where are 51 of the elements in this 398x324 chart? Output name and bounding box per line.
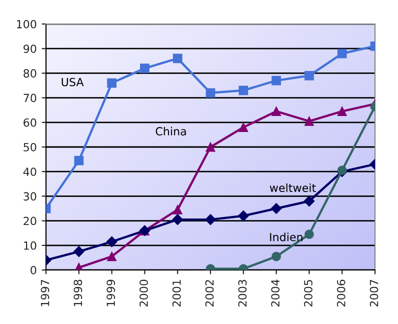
text: China — [156, 126, 186, 136]
point — [238, 122, 248, 132]
text: USA — [62, 78, 84, 86]
point — [304, 70, 314, 80]
y-tick-label: 100 — [16, 20, 36, 28]
point — [238, 86, 248, 96]
point — [140, 64, 150, 73]
point — [172, 214, 184, 225]
x-tick-label: 1999 — [106, 280, 116, 306]
point — [206, 88, 216, 98]
x-tick-label: 2003 — [238, 280, 247, 306]
y-tick-label: 10 — [24, 241, 36, 250]
point — [74, 156, 84, 166]
point — [106, 236, 118, 248]
y-tick-label: 0 — [30, 266, 36, 274]
x-tick-label: 2001 — [172, 280, 181, 306]
point — [304, 116, 314, 126]
series-label: weltweit — [270, 183, 316, 192]
point — [272, 106, 281, 116]
point — [238, 210, 249, 222]
point — [107, 78, 116, 88]
point — [304, 230, 314, 240]
point — [172, 54, 182, 64]
y-tick-label: 40 — [23, 168, 36, 176]
y-tick-label: 20 — [24, 216, 36, 226]
x-tick-label: 2000 — [140, 280, 148, 306]
series-label: Indien — [270, 232, 302, 242]
y-tick-label: 50 — [24, 142, 36, 152]
point — [337, 106, 347, 116]
point — [73, 246, 84, 257]
y-tick-label: 30 — [24, 192, 36, 201]
x-tick-label: 1997 — [40, 280, 50, 306]
x-tick-label: 2006 — [336, 280, 346, 306]
point — [304, 196, 315, 207]
point — [272, 252, 281, 262]
y-tick-label: 90 — [24, 44, 36, 53]
point — [172, 205, 182, 214]
point — [205, 214, 216, 225]
y-tick-label: 70 — [24, 94, 36, 102]
x-tick-label: 2002 — [205, 280, 214, 306]
x-tick-label: 2007 — [370, 280, 378, 306]
point — [272, 76, 281, 86]
y-tick-label: 60 — [24, 118, 36, 127]
x-tick-label: 2004 — [271, 280, 280, 306]
y-tick-label: 80 — [24, 69, 36, 78]
point — [107, 252, 116, 262]
x-tick-label: 1998 — [74, 280, 82, 306]
point — [337, 48, 347, 58]
point — [206, 142, 216, 152]
point — [270, 203, 282, 214]
x-tick-label: 2005 — [304, 280, 312, 306]
